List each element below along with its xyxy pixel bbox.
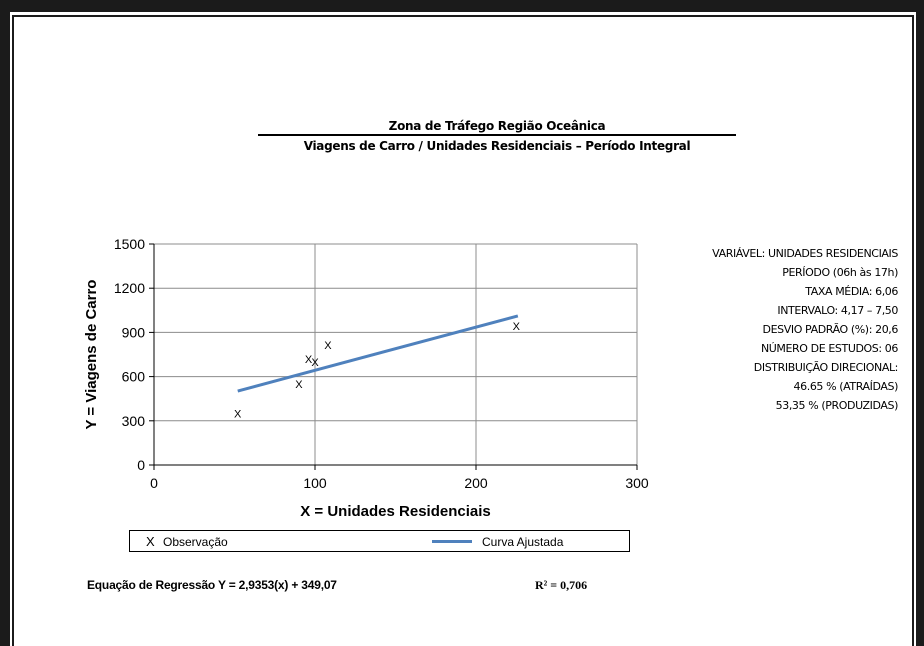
stat-line: DISTRIBUIÇÃO DIRECIONAL: xyxy=(753,361,899,374)
fit-line xyxy=(237,314,519,393)
x-tick-label: 100 xyxy=(303,475,327,491)
stat-line: 53,35 % (PRODUZIDAS) xyxy=(775,399,899,412)
y-tick-label: 600 xyxy=(122,369,146,385)
y-tick-label: 1200 xyxy=(114,280,145,296)
frame-inner-left-line xyxy=(12,15,14,646)
y-tick-label: 1500 xyxy=(114,236,145,252)
y-tick-label: 0 xyxy=(137,457,145,473)
frame-inner-right-line xyxy=(912,15,914,646)
legend-fit-label: Curva Ajustada xyxy=(482,535,564,549)
fit-line-swatch-icon xyxy=(432,540,472,543)
chart-subtitle: Viagens de Carro / Unidades Residenciais… xyxy=(303,139,691,153)
stat-line: TAXA MÉDIA: 6,06 xyxy=(805,285,898,298)
stat-line: NÚMERO DE ESTUDOS: 06 xyxy=(760,342,898,355)
frame-inner-top-line xyxy=(12,15,914,17)
x-tick-label: 0 xyxy=(150,475,158,491)
chart-title: Zona de Tráfego Região Oceânica xyxy=(388,119,606,133)
chart-legend: X Observação Curva Ajustada xyxy=(129,530,630,552)
frame-top-border xyxy=(0,0,924,12)
observation-point: X xyxy=(234,408,242,420)
title-rule xyxy=(258,134,736,136)
x-axis-label: X = Unidades Residenciais xyxy=(300,503,491,520)
observation-marker-icon: X xyxy=(146,534,155,549)
y-tick-label: 900 xyxy=(122,324,146,340)
observation-point: X xyxy=(305,354,313,366)
y-axis-label: Y = Viagens de Carro xyxy=(83,280,100,430)
legend-observation-label: Observação xyxy=(163,535,228,549)
stat-line: VARIÁVEL: UNIDADES RESIDENCIAIS xyxy=(712,247,898,260)
statistics-panel: VARIÁVEL: UNIDADES RESIDENCIAIS PERÍODO (… xyxy=(660,244,898,415)
observation-point: X xyxy=(513,321,521,333)
r-squared: R² = 0,706 xyxy=(535,578,588,592)
observation-point: X xyxy=(324,340,332,352)
stat-line: DESVIO PADRÃO (%): 20,6 xyxy=(762,323,899,336)
observation-point: X xyxy=(311,357,319,369)
x-tick-label: 200 xyxy=(464,475,488,491)
frame-right-border xyxy=(916,0,924,646)
stat-line: 46.65 % (ATRAÍDAS) xyxy=(793,380,899,393)
stat-line: INTERVALO: 4,17 – 7,50 xyxy=(777,304,898,317)
y-tick-label: 300 xyxy=(122,413,146,429)
frame-gap xyxy=(10,12,916,15)
x-tick-label: 300 xyxy=(625,475,649,491)
observation-point: X xyxy=(295,379,303,391)
frame-left-border xyxy=(0,0,10,646)
regression-equation: Equação de Regressão Y = 2,9353(x) + 349… xyxy=(87,578,337,592)
stat-line: PERÍODO (06h às 17h) xyxy=(782,266,898,279)
